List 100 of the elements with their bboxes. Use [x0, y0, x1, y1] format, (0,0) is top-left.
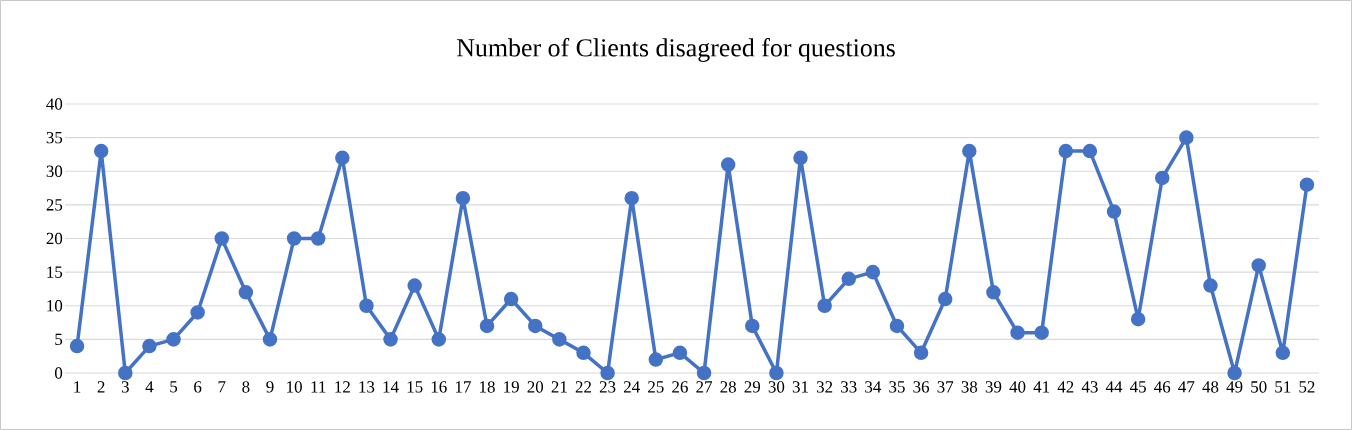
x-tick-label: 15 — [407, 381, 423, 393]
y-tick-label: 25 — [46, 199, 63, 211]
point — [118, 365, 133, 381]
point — [624, 190, 639, 206]
point — [431, 332, 447, 347]
point — [190, 305, 205, 320]
x-tick-label: 45 — [1129, 381, 1146, 393]
point — [576, 345, 591, 361]
point — [817, 298, 832, 313]
x-tick-label: 11 — [311, 381, 326, 393]
x-tick-label: 1 — [74, 381, 81, 393]
y-tick-label: 30 — [46, 165, 63, 177]
point — [1106, 204, 1122, 219]
point — [69, 338, 85, 354]
x-tick-label: 37 — [937, 381, 954, 393]
point — [1299, 177, 1315, 192]
point — [600, 365, 615, 381]
x-tick-label: 50 — [1251, 381, 1267, 393]
x-tick-label: 28 — [720, 381, 736, 393]
point — [262, 332, 278, 347]
x-tick-label: 35 — [889, 381, 905, 393]
y-tick-label: 15 — [47, 266, 63, 278]
point — [335, 150, 350, 166]
point — [238, 285, 254, 300]
point — [1154, 170, 1170, 186]
x-tick-label: 40 — [1009, 381, 1026, 393]
x-tick-label: 6 — [194, 381, 202, 393]
point — [1275, 345, 1291, 361]
point — [672, 345, 688, 361]
x-tick-label: 43 — [1081, 381, 1098, 393]
point — [166, 332, 181, 347]
x-tick-label: 19 — [504, 381, 519, 393]
point — [1179, 130, 1194, 145]
point — [455, 190, 471, 206]
x-tick-label: 12 — [335, 381, 350, 393]
point — [1227, 365, 1242, 381]
point — [1058, 143, 1074, 159]
point — [552, 332, 567, 347]
x-tick-label: 14 — [383, 381, 399, 393]
y-tick-label: 35 — [46, 131, 63, 144]
x-tick-label: 8 — [242, 381, 250, 393]
x-tick-label: 13 — [359, 381, 375, 393]
x-tick-label: 2 — [97, 381, 105, 393]
x-tick-label: 5 — [170, 381, 178, 393]
x-tick-label: 26 — [672, 381, 688, 393]
x-tick-label: 48 — [1202, 381, 1219, 393]
point — [407, 278, 422, 293]
x-tick-label: 17 — [455, 381, 471, 393]
point — [937, 291, 953, 307]
point — [720, 157, 736, 172]
x-tick-label: 23 — [599, 381, 616, 393]
point — [962, 143, 977, 159]
point — [310, 231, 326, 246]
x-tick-label: 36 — [913, 381, 930, 393]
point — [913, 345, 929, 361]
x-tick-label: 7 — [218, 381, 226, 393]
point — [1034, 325, 1049, 340]
y-tick-label: 10 — [47, 300, 63, 312]
point — [1082, 143, 1098, 159]
point — [359, 298, 374, 313]
y-tick-label: 40 — [46, 98, 63, 110]
point — [528, 318, 543, 334]
x-tick-label: 21 — [551, 381, 567, 393]
point — [1130, 311, 1146, 327]
x-tick-label: 22 — [575, 381, 592, 393]
x-tick-label: 30 — [768, 381, 785, 393]
y-tick-label: 20 — [46, 232, 63, 245]
point — [383, 332, 398, 347]
x-tick-label: 29 — [744, 381, 761, 393]
chart-title: Number of Clients disagreed for questions — [456, 38, 895, 62]
point — [503, 291, 519, 307]
point — [841, 271, 856, 287]
x-tick-label: 20 — [527, 381, 544, 393]
x-tick-label: 32 — [816, 381, 833, 393]
point — [745, 318, 760, 334]
y-tick-label: 0 — [54, 367, 63, 379]
point — [286, 231, 302, 246]
x-tick-label: 38 — [961, 381, 978, 393]
x-tick-label: 33 — [841, 381, 857, 393]
x-tick-label: 41 — [1033, 381, 1050, 393]
point — [648, 352, 664, 367]
x-tick-label: 46 — [1154, 381, 1171, 393]
x-tick-label: 34 — [865, 381, 882, 393]
point — [769, 365, 784, 381]
point — [1203, 278, 1218, 293]
x-tick-label: 51 — [1275, 381, 1291, 393]
x-tick-label: 31 — [792, 381, 808, 393]
x-tick-label: 4 — [145, 381, 154, 393]
x-tick-label: 42 — [1057, 381, 1074, 393]
x-tick-label: 52 — [1299, 381, 1315, 393]
point — [986, 285, 1001, 300]
point — [865, 264, 881, 280]
y-tick-label: 5 — [55, 333, 63, 346]
point — [214, 231, 230, 246]
x-tick-label: 25 — [648, 381, 664, 393]
point — [142, 338, 157, 354]
point — [479, 318, 495, 334]
x-tick-label: 10 — [287, 381, 302, 393]
x-tick-label: 47 — [1178, 381, 1195, 393]
x-tick-label: 49 — [1226, 381, 1243, 393]
